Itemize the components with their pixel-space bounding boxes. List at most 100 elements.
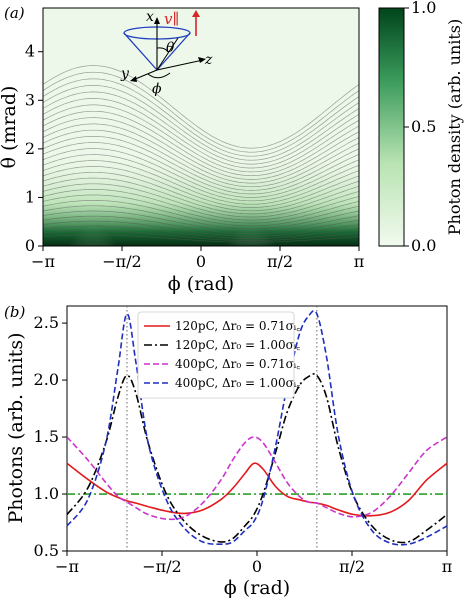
contour-line bbox=[43, 129, 359, 188]
colorbar: 0.0 0.5 1.0 Photon density (arb. units) bbox=[378, 0, 464, 255]
contour-line bbox=[43, 123, 359, 184]
panel-a-axes: −π −π/2 0 π/2 π 0 1 2 3 4 bbox=[25, 42, 364, 271]
colorbar-gradient bbox=[378, 7, 405, 247]
panel-b-axes: −π −π/2 0 π/2 π 0.5 1.0 1.5 2.0 2.5 bbox=[34, 313, 453, 576]
y-tick-label: 4 bbox=[25, 42, 35, 61]
colorbar-tick-label: 0.0 bbox=[411, 236, 436, 255]
contour-line bbox=[43, 210, 359, 232]
series-lines bbox=[66, 309, 448, 546]
series-line-3 bbox=[66, 436, 448, 521]
cone-edge-right bbox=[156, 32, 191, 71]
panel-a-ylabel: θ (mrad) bbox=[0, 86, 20, 169]
contour-line bbox=[43, 117, 359, 180]
x-arrowhead bbox=[154, 17, 160, 24]
x-tick-label: −π/2 bbox=[102, 252, 142, 271]
contour-line bbox=[43, 166, 359, 208]
legend-box bbox=[137, 311, 295, 399]
x-tick-label: −π bbox=[31, 252, 55, 271]
contour-line bbox=[43, 142, 359, 195]
panel-b-ylabel: Photons (arb. units) bbox=[5, 333, 27, 524]
panel-a-label: (a) bbox=[4, 4, 25, 22]
contour-line bbox=[43, 65, 359, 149]
contour-line bbox=[43, 154, 359, 202]
contour-line bbox=[43, 220, 359, 237]
contour-lines bbox=[43, 65, 359, 243]
contour-line bbox=[43, 200, 359, 227]
density-hotspot bbox=[212, 136, 289, 246]
legend-entry: 120pC, Δr₀ = 0.71σᵢ꜀ bbox=[175, 319, 300, 333]
inset-y-label: y bbox=[120, 66, 130, 82]
contour-line bbox=[43, 230, 359, 241]
panel-b-xlabel: ϕ (rad) bbox=[224, 577, 290, 599]
y-tick-label: 1 bbox=[25, 187, 35, 206]
z-arrowhead bbox=[198, 57, 206, 63]
y-tick-label: 2 bbox=[25, 139, 35, 158]
contour-line bbox=[43, 183, 359, 218]
density-hotspot bbox=[54, 136, 131, 246]
contour-line bbox=[43, 160, 359, 205]
contour-line bbox=[43, 194, 359, 224]
y-tick-label: 0.5 bbox=[34, 541, 59, 560]
inset-theta-label: θ bbox=[166, 40, 175, 56]
y-tick-label: 2.5 bbox=[34, 313, 59, 332]
y-arrowhead bbox=[130, 76, 137, 82]
phi-arc bbox=[147, 72, 171, 79]
cone-generator bbox=[156, 37, 179, 71]
series-line-4 bbox=[66, 309, 448, 546]
panel-a-xlabel: ϕ (rad) bbox=[168, 273, 234, 295]
contour-line bbox=[43, 171, 359, 212]
contour-line bbox=[43, 98, 359, 169]
cone-edge-left bbox=[123, 32, 158, 71]
contour-line bbox=[43, 85, 359, 161]
x-tick-label: 0 bbox=[252, 557, 262, 576]
series-line-2 bbox=[66, 373, 448, 544]
legend-entry: 120pC, Δr₀ = 1.00σᵢ꜀ bbox=[175, 338, 300, 352]
x-tick-label: 0 bbox=[196, 252, 206, 271]
contour-line bbox=[43, 189, 359, 221]
legend-entry: 400pC, Δr₀ = 0.71σᵢ꜀ bbox=[175, 357, 300, 371]
z-axis-arrow bbox=[156, 59, 204, 71]
colorbar-tick-label: 1.0 bbox=[411, 0, 436, 17]
inset-x-label: x bbox=[146, 9, 154, 25]
x-tick-label: −π bbox=[55, 557, 79, 576]
x-tick-label: −π/2 bbox=[142, 557, 182, 576]
panel-b-label: (b) bbox=[4, 303, 25, 321]
inset-v-label: v∥ bbox=[164, 10, 179, 28]
inset-z-label: z bbox=[204, 52, 213, 68]
panel-b: (b) −π −π/2 0 π/2 π 0.5 1.0 1.5 2.0 2.5 ϕ (rad) P… bbox=[4, 303, 452, 599]
legend-entry: 400pC, Δr₀ = 1.00σᵢ꜀ bbox=[175, 376, 300, 390]
contour-line bbox=[43, 215, 359, 235]
x-tick-label: π bbox=[442, 557, 453, 576]
x-tick-label: π bbox=[354, 252, 365, 271]
panel-a: (a) −π −π/2 0 π/2 π 0 1 2 3 4 ϕ (rad) θ (mrad) bbox=[0, 0, 464, 295]
y-tick-label: 1.5 bbox=[34, 427, 59, 446]
v-arrowhead bbox=[192, 10, 200, 17]
colorbar-label: Photon density (arb. units) bbox=[445, 19, 464, 236]
y-tick-label: 2.0 bbox=[34, 370, 59, 389]
contour-line bbox=[43, 71, 359, 153]
contour-line bbox=[43, 136, 359, 191]
inset-phi-label: ϕ bbox=[152, 81, 162, 97]
contour-line bbox=[43, 104, 359, 173]
colorbar-ticks: 0.0 0.5 1.0 bbox=[404, 0, 436, 255]
colorbar-tick-label: 0.5 bbox=[411, 117, 436, 136]
x-tick-label: π/2 bbox=[339, 557, 365, 576]
y-tick-label: 3 bbox=[25, 90, 35, 109]
contour-line bbox=[43, 148, 359, 198]
contour-line bbox=[43, 110, 359, 177]
contour-line bbox=[43, 177, 359, 215]
contour-line bbox=[43, 205, 359, 229]
y-axis-arrow bbox=[132, 69, 158, 81]
x-tick-label: π/2 bbox=[267, 252, 293, 271]
theta-arc bbox=[156, 47, 169, 53]
y-tick-label: 0 bbox=[25, 236, 35, 255]
contour-line bbox=[43, 91, 359, 165]
y-tick-label: 1.0 bbox=[34, 484, 59, 503]
heatmap-layer bbox=[43, 8, 359, 246]
legend: 120pC, Δr₀ = 0.71σᵢ꜀ 120pC, Δr₀ = 1.00σᵢ꜀… bbox=[137, 311, 300, 399]
coordinate-inset: x y z θ ϕ v∥ bbox=[120, 9, 213, 97]
contour-line bbox=[43, 234, 359, 243]
contour-line bbox=[43, 225, 359, 239]
guide-lines bbox=[67, 306, 447, 551]
